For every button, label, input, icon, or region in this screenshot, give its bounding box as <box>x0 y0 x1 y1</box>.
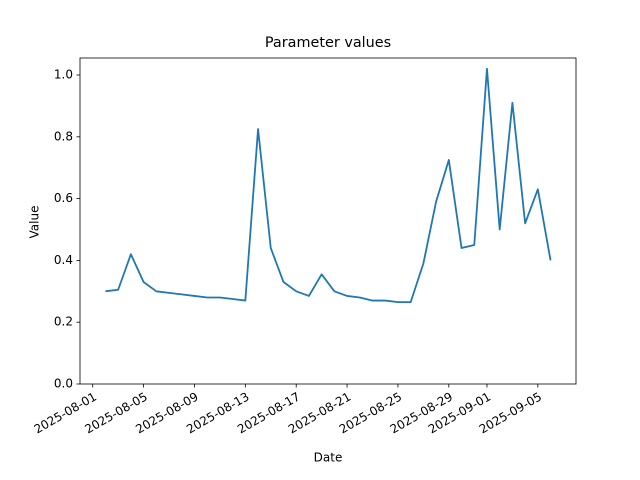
y-tick-label: 0.4 <box>54 253 73 267</box>
data-line <box>105 67 552 304</box>
chart-title: Parameter values <box>265 35 391 51</box>
y-tick-label: 0.0 <box>54 377 73 391</box>
y-tick-label: 0.8 <box>54 129 73 143</box>
y-axis-label: Value <box>28 206 42 239</box>
y-tick-label: 0.6 <box>54 191 73 205</box>
plot-frame <box>79 57 577 385</box>
x-axis-label: Date <box>314 451 343 465</box>
y-tick-label: 0.2 <box>54 315 73 329</box>
y-tick-label: 1.0 <box>54 67 73 81</box>
